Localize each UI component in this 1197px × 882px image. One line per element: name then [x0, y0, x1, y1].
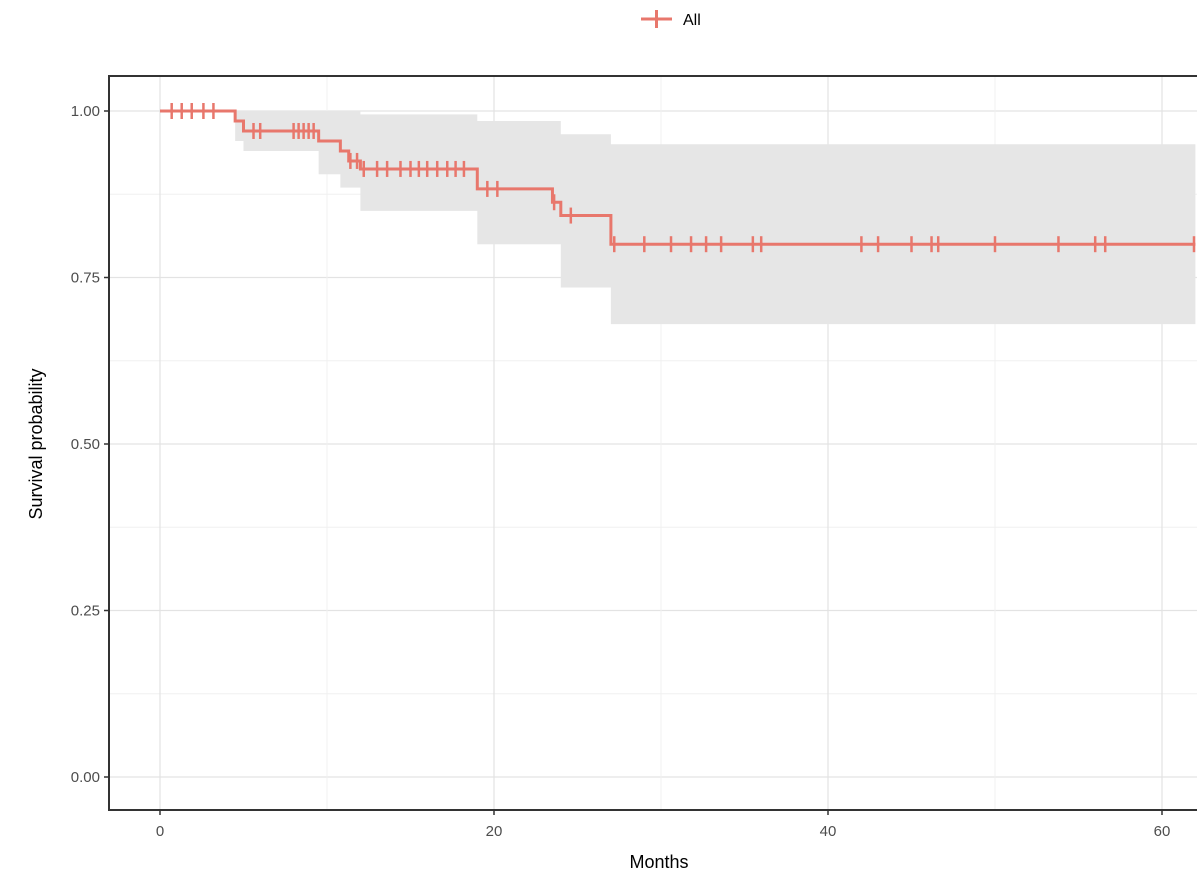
- censor-marks: [170, 103, 1196, 253]
- survival-curve: [160, 109, 1196, 246]
- x-tick-label: 0: [156, 823, 164, 840]
- x-tick-label: 40: [820, 823, 837, 840]
- y-tick-label: 0.75: [71, 270, 100, 287]
- x-tick-label: 60: [1154, 823, 1171, 840]
- x-axis-title: Months: [629, 852, 688, 872]
- y-tick-label: 1.00: [71, 103, 100, 120]
- legend-label-all: All: [683, 12, 701, 29]
- legend: All: [641, 10, 701, 29]
- x-tick-label: 20: [486, 823, 503, 840]
- y-tick-label: 0.25: [71, 603, 100, 620]
- plot-panel-border: [108, 75, 1197, 811]
- y-axis-title: Survival probability: [26, 368, 46, 519]
- y-tick-label: 0.00: [71, 769, 100, 786]
- x-axis: 0 20 40 60: [156, 809, 1171, 840]
- y-axis: 0.00 0.25 0.50 0.75 1.00: [71, 103, 110, 786]
- survival-step-line: [160, 109, 1196, 246]
- y-tick-label: 0.50: [71, 436, 100, 453]
